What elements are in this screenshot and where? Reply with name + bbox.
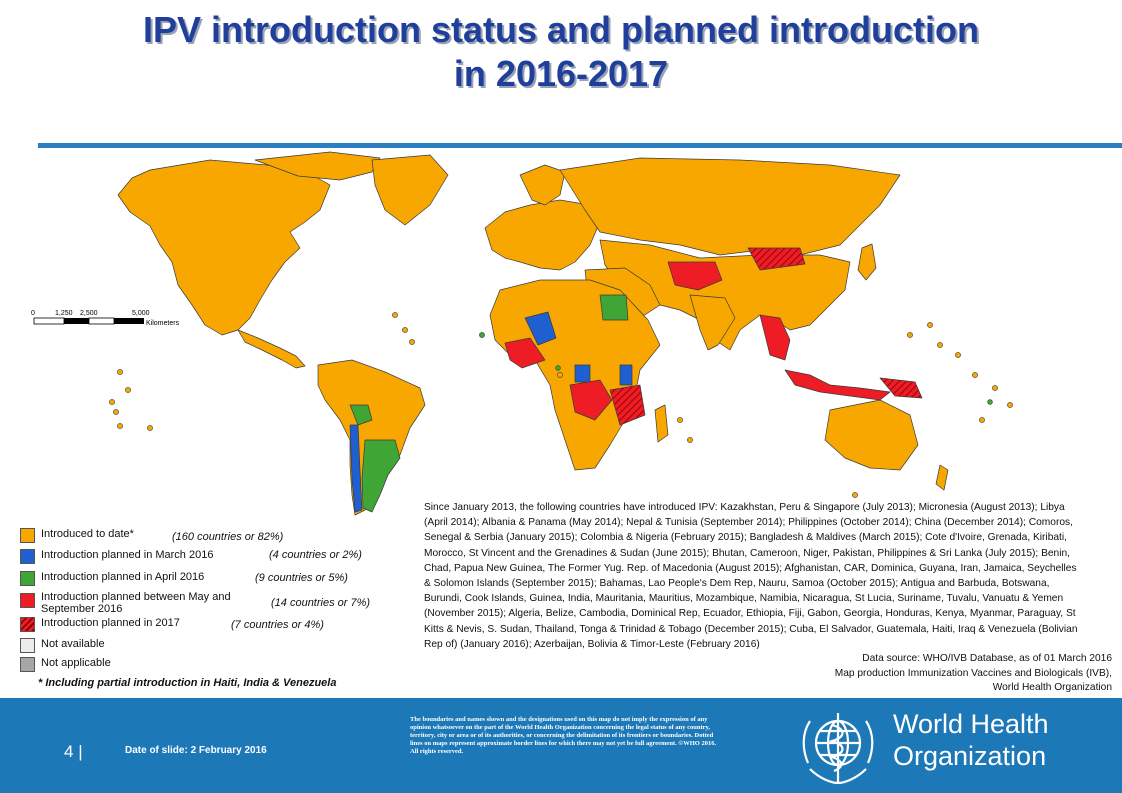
source-line-2: Map production Immunization Vaccines and… [834, 667, 1112, 679]
legend-count-may-september: (14 countries or 7%) [271, 597, 371, 609]
west-africa-blue-region [524, 311, 557, 346]
slide-number-separator: | [78, 742, 83, 761]
north-america-region [117, 159, 331, 336]
introduction-history-notes: Since January 2013, the following countr… [424, 502, 1078, 650]
europe-region [484, 199, 601, 271]
east-africa-blue-region [619, 364, 633, 386]
scale-tick-1: 1,250 [55, 310, 73, 317]
legend-row-2017: Introduction planned in 2017 [20, 617, 180, 632]
egypt-region [599, 294, 629, 321]
data-source: Data source: WHO/IVB Database, as of 01 … [835, 652, 1112, 696]
source-line-1: Data source: WHO/IVB Database, as of 01 … [862, 653, 1112, 664]
slide-number-value: 4 [64, 742, 74, 761]
legend-count-2017: (7 countries or 4%) [231, 619, 324, 631]
legend-count-introduced: (160 countries or 82%) [172, 531, 284, 543]
legend-swatch-may-september [20, 593, 35, 608]
madagascar-region [654, 404, 669, 443]
title-line-2: in 2016-2017 [453, 53, 669, 94]
legend-swatch-not-available [20, 638, 35, 653]
slide-title: IPV introduction status and planned intr… [0, 8, 1122, 96]
legend-label-not-available: Not available [41, 638, 105, 650]
legend-row-not-applicable: Not applicable [20, 657, 111, 672]
title-line-1: IPV introduction status and planned intr… [143, 9, 979, 50]
kazakhstan-central-asia-region [667, 261, 723, 291]
legend-label-introduced: Introduced to date* [41, 528, 134, 540]
legend-swatch-march [20, 549, 35, 564]
legend-row-not-available: Not available [20, 638, 105, 653]
title-divider [38, 143, 1122, 148]
who-wordmark: World Health Organization [893, 708, 1049, 772]
island-markers-green [479, 332, 993, 405]
greenland-region [371, 154, 449, 226]
map-legend: Introduced to date* (160 countries or 82… [20, 528, 420, 698]
legend-footnote: * Including partial introduction in Hait… [38, 677, 337, 689]
legend-label-2017: Introduction planned in 2017 [41, 617, 180, 629]
east-africa-hatched-region [609, 384, 646, 426]
russia-region [559, 157, 901, 256]
scale-tick-0: 0 [31, 310, 35, 317]
legend-label-not-applicable: Not applicable [41, 657, 111, 669]
new-zealand-region [935, 464, 949, 491]
island-markers [109, 312, 1013, 498]
legend-count-april: (9 countries or 5%) [255, 572, 348, 584]
scale-tick-2: 2,500 [80, 310, 98, 317]
indonesia-region [784, 369, 891, 401]
legend-swatch-not-applicable [20, 657, 35, 672]
papua-region [879, 377, 923, 399]
map-disclaimer: The boundaries and names shown and the d… [410, 716, 717, 755]
legend-row-introduced: Introduced to date* [20, 528, 134, 543]
legend-row-march: Introduction planned in March 2016 [20, 549, 213, 564]
argentina-region [361, 439, 401, 513]
world-map: 0 1,250 2,500 5,000 Kilometers [31, 151, 1013, 516]
legend-swatch-introduced [20, 528, 35, 543]
arctic-islands-region [254, 151, 381, 181]
legend-label-march: Introduction planned in March 2016 [41, 549, 214, 561]
west-africa-red-region [504, 337, 546, 369]
who-wordmark-line-1: World Health [893, 709, 1049, 739]
legend-row-may-september: Introduction planned between May and Sep… [20, 591, 265, 615]
legend-label-may-september: Introduction planned between May and Sep… [41, 591, 231, 615]
scale-tick-3: 5,000 [132, 310, 150, 317]
footer-bar [0, 698, 1122, 793]
slide-date: Date of slide: 2 February 2016 [125, 745, 267, 756]
bolivia-region [349, 404, 373, 426]
japan-region [857, 243, 877, 281]
scale-bar: 0 1,250 2,500 5,000 Kilometers [31, 310, 180, 327]
scale-unit: Kilometers [146, 320, 180, 327]
scandinavia-region [519, 164, 566, 206]
southeast-asia-region [759, 314, 791, 361]
slide-number: 4 | [64, 742, 83, 762]
central-africa-red-region [569, 379, 613, 421]
legend-count-march: (4 countries or 2%) [269, 549, 362, 561]
mongolia-region [747, 247, 806, 271]
legend-swatch-april [20, 571, 35, 586]
legend-label-april: Introduction planned in April 2016 [41, 571, 205, 583]
central-america-region [237, 329, 306, 369]
west-central-blue-region [574, 364, 591, 383]
india-region [689, 294, 736, 351]
who-emblem-icon [802, 713, 874, 785]
source-line-3: World Health Organization [992, 682, 1112, 693]
legend-row-april: Introduction planned in April 2016 [20, 571, 204, 586]
who-wordmark-line-2: Organization [893, 741, 1047, 771]
legend-swatch-2017 [20, 617, 35, 632]
australia-region [824, 399, 919, 471]
